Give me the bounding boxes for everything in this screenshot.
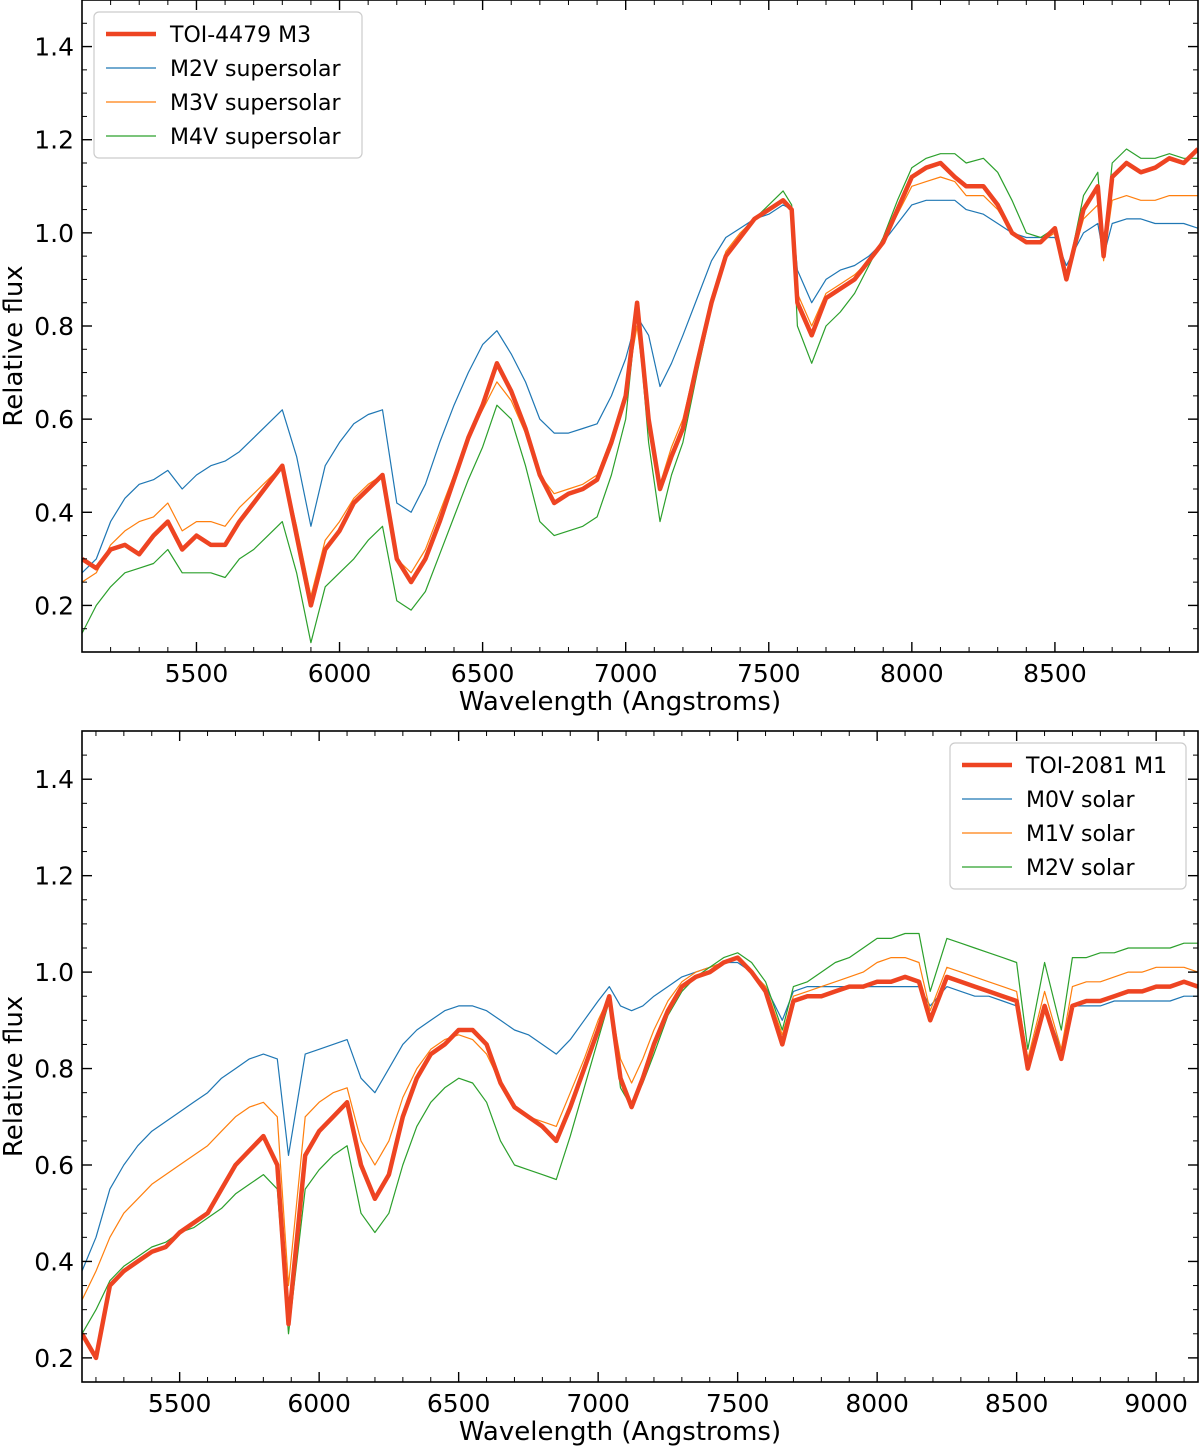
y-tick-label: 1.4 [34,33,74,62]
series-line-1 [82,955,1198,1361]
y-axis-label: Relative flux [0,996,29,1157]
x-tick-label: 6000 [287,1389,351,1418]
x-tick-label: 9000 [1124,1389,1188,1418]
series-line-1 [82,147,1198,608]
y-tick-label: 0.2 [34,591,74,620]
y-tick-label: 0.4 [34,498,74,527]
y-tick-label: 1.2 [34,126,74,155]
x-tick-label: 8500 [985,1389,1049,1418]
y-tick-label: 1.4 [34,765,74,794]
x-tick-label: 8000 [845,1389,909,1418]
series-line-4 [82,148,1198,644]
x-tick-label: 8500 [1023,659,1087,688]
legend-entry: M3V supersolar [170,91,341,116]
series-line-3 [82,176,1198,597]
legend-entry: M4V supersolar [170,125,341,150]
legend-entry: M2V solar [1026,856,1136,881]
x-tick-label: 6500 [427,1389,491,1418]
x-tick-label: 5500 [165,659,229,688]
y-tick-label: 0.8 [34,312,74,341]
x-tick-label: 5500 [148,1389,212,1418]
x-axis-label: Wavelength (Angstroms) [459,1417,781,1446]
legend-entry: M2V supersolar [170,57,341,82]
legend-entry: TOI-2081 M1 [1025,754,1167,779]
legend-entry: M1V solar [1026,822,1136,847]
x-tick-label: 7500 [706,1389,770,1418]
x-axis-label: Wavelength (Angstroms) [459,687,781,717]
y-tick-label: 0.4 [34,1247,74,1276]
x-tick-label: 7500 [737,659,801,688]
y-tick-label: 0.6 [34,1151,74,1180]
series-line-2 [82,199,1198,574]
y-axis-label: Relative flux [0,265,29,426]
chart-panel-2: 5500 6000 6500 7000 7500 8000 8500 9000 0.2 0.4 0.… [0,730,1199,1446]
x-tick-label: 6500 [451,659,515,688]
y-tick-label: 1.0 [34,219,74,248]
legend: TOI-4479 M3 M2V supersolar M3V supersolar M… [93,11,363,159]
x-tick-label: 7000 [594,659,658,688]
series-line-3 [82,956,1198,1301]
legend-entry: M0V solar [1026,788,1136,813]
series-line-2 [82,961,1198,1272]
series-line-4 [82,932,1198,1335]
y-tick-label: 1.0 [34,958,74,987]
legend-box [93,11,363,159]
plot-frame [81,730,1199,1383]
y-tick-label: 0.2 [34,1344,74,1373]
chart-panel-1: 5500 6000 6500 7000 7500 8000 8500 0.2 0.4 0.6 0.8… [0,0,1199,717]
legend-entry: TOI-4479 M3 [169,23,311,48]
x-tick-label: 7000 [566,1389,630,1418]
y-tick-label: 0.6 [34,405,74,434]
y-tick-label: 1.2 [34,862,74,891]
legend-box [949,742,1187,890]
y-tick-label: 0.8 [34,1055,74,1084]
legend: TOI-2081 M1 M0V solar M1V solar M2V solar [949,742,1187,890]
x-tick-label: 8000 [880,659,944,688]
x-tick-label: 6000 [308,659,372,688]
